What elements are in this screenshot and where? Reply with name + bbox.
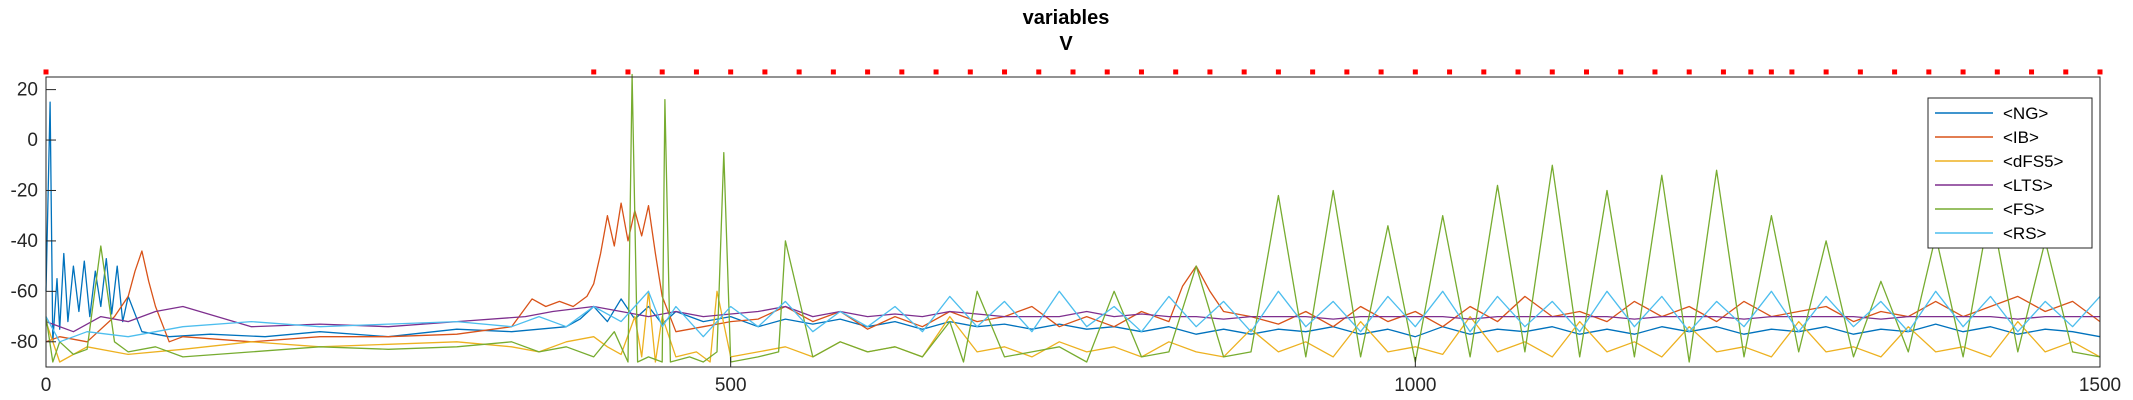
spike-marker <box>1686 69 1692 75</box>
spike-marker <box>728 69 734 75</box>
x-tick-label: 500 <box>715 375 747 396</box>
spike-marker <box>2097 69 2103 75</box>
legend-label: <NG> <box>2003 104 2048 123</box>
spike-marker <box>1515 69 1521 75</box>
y-tick-label: -80 <box>11 332 38 353</box>
legend-label: <FS> <box>2003 200 2045 219</box>
y-tick-label: 0 <box>27 130 38 151</box>
spike-marker <box>43 69 49 75</box>
series-line-5 <box>45 290 2101 343</box>
legend-label: <LTS> <box>2003 176 2053 195</box>
spike-marker <box>625 69 631 75</box>
legend-box <box>1927 97 2093 249</box>
spike-marker <box>1857 69 1863 75</box>
spike-marker <box>1618 69 1624 75</box>
y-tick-label: -60 <box>11 281 38 302</box>
spike-marker <box>1994 69 2000 75</box>
spike-marker <box>1173 69 1179 75</box>
x-tick-label: 0 <box>41 375 52 396</box>
chart-subtitle: V <box>1059 33 1073 55</box>
spike-marker <box>1070 69 1076 75</box>
spike-marker <box>967 69 973 75</box>
spike-marker <box>899 69 905 75</box>
spike-marker <box>1892 69 1898 75</box>
series-line-0 <box>45 101 2101 343</box>
spike-marker <box>762 69 768 75</box>
spike-marker <box>1926 69 1932 75</box>
spike-marker <box>1002 69 1008 75</box>
y-tick-label: -40 <box>11 231 38 252</box>
spike-marker <box>933 69 939 75</box>
series-layer <box>45 73 2101 363</box>
spike-marker <box>1207 69 1213 75</box>
series-line-3 <box>45 305 2100 333</box>
spike-marker <box>1768 69 1774 75</box>
legend: <NG> <IB> <dFS5> <LTS> <FS> <RS> <box>1927 97 2093 249</box>
spike-marker <box>1310 69 1316 75</box>
legend-label: <dFS5> <box>2003 152 2064 171</box>
spike-marker <box>1104 69 1110 75</box>
legend-label: <IB> <box>2003 128 2039 147</box>
spike-marker <box>796 69 802 75</box>
spike-marker <box>1378 69 1384 75</box>
spike-marker <box>1412 69 1418 75</box>
spike-marker <box>865 69 871 75</box>
spike-marker <box>1823 69 1829 75</box>
spike-marker <box>1960 69 1966 75</box>
spike-marker <box>1549 69 1555 75</box>
spike-marker <box>693 69 699 75</box>
chart-title: variables <box>1023 7 1110 29</box>
x-tick-label: 1500 <box>2079 375 2121 396</box>
spike-marker <box>2063 69 2069 75</box>
y-tick-label: 20 <box>17 80 38 101</box>
marker-layer <box>43 69 2103 75</box>
spike-marker <box>1344 69 1350 75</box>
y-axis: 20 0 -20 -40 -60 -80 <box>11 80 56 353</box>
spike-marker <box>659 69 665 75</box>
x-axis: 0 500 1000 1500 <box>41 357 2121 396</box>
spike-marker <box>1584 69 1589 75</box>
spike-marker <box>2029 69 2035 75</box>
series-line-2 <box>45 290 2101 363</box>
spike-marker <box>1481 69 1487 75</box>
spike-marker <box>1748 69 1754 75</box>
spike-marker <box>1036 69 1042 75</box>
spike-marker <box>1652 69 1658 75</box>
spike-marker <box>1447 69 1453 75</box>
series-line-4 <box>45 73 2101 363</box>
y-tick-label: -20 <box>11 180 38 201</box>
legend-label: <RS> <box>2003 224 2047 243</box>
spike-marker <box>1241 69 1247 75</box>
spike-marker <box>1138 69 1144 75</box>
spike-marker <box>1720 69 1726 75</box>
x-tick-label: 1000 <box>1394 375 1436 396</box>
spike-marker <box>1789 69 1795 75</box>
spike-marker <box>830 69 836 75</box>
spike-marker <box>1275 69 1281 75</box>
plot-axes-box <box>45 76 2101 368</box>
spike-marker <box>591 69 597 75</box>
